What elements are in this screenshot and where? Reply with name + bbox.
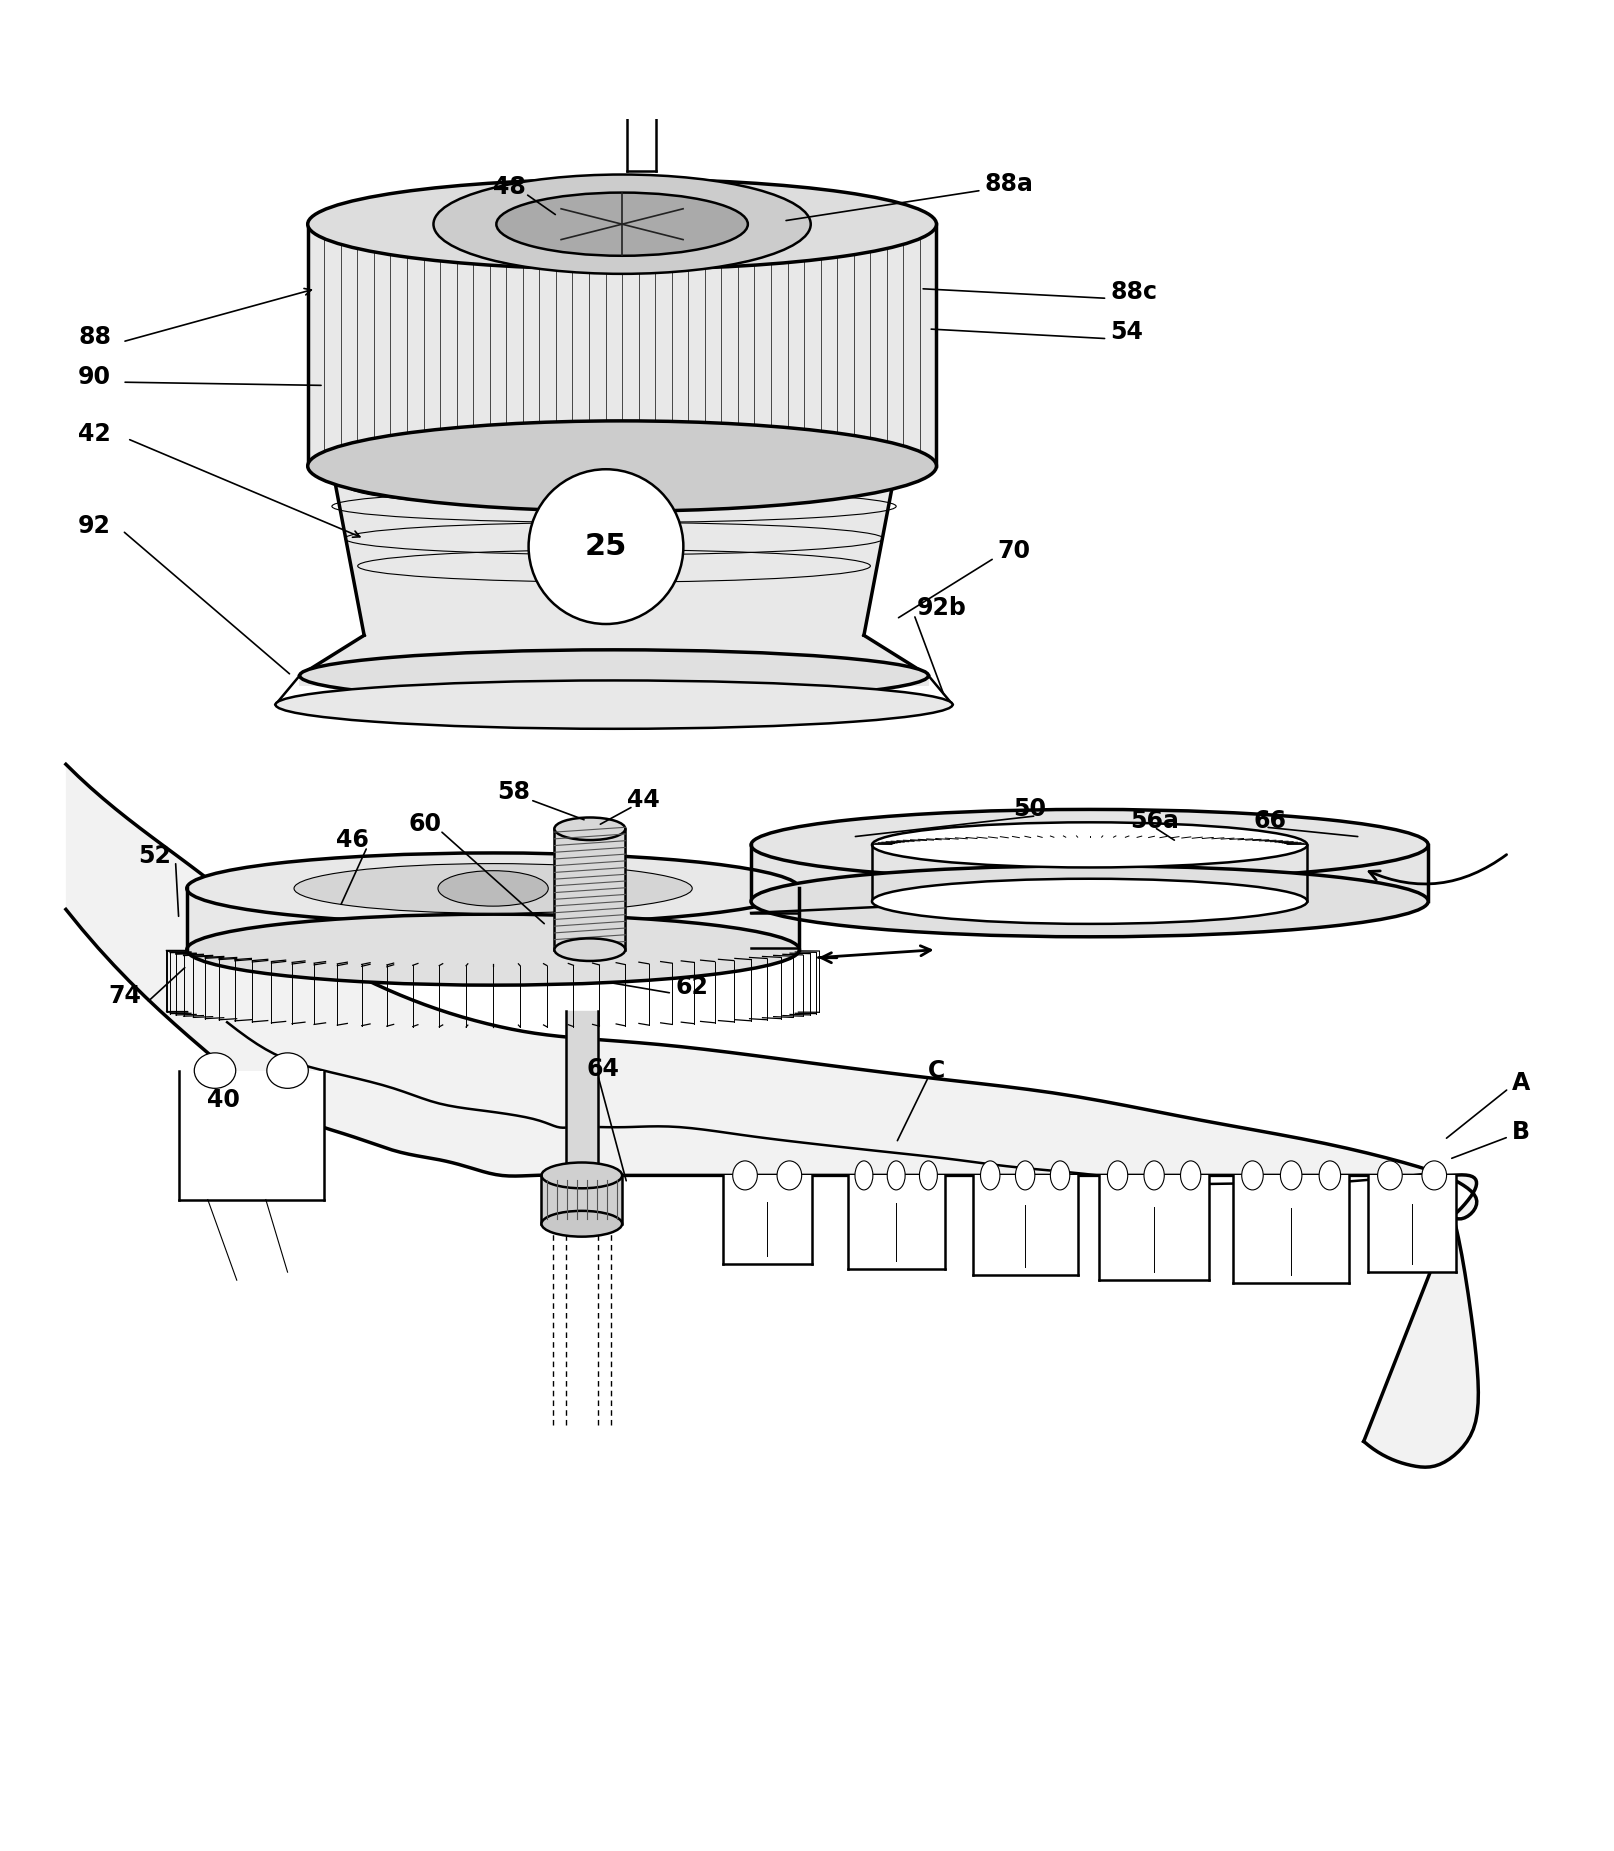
Text: 48: 48 <box>492 176 525 200</box>
Text: 46: 46 <box>336 827 370 851</box>
Text: 70: 70 <box>997 539 1030 563</box>
Ellipse shape <box>433 174 810 274</box>
Ellipse shape <box>308 180 936 270</box>
Ellipse shape <box>918 1161 936 1190</box>
Text: 58: 58 <box>497 779 531 803</box>
Text: 56a: 56a <box>1128 809 1178 833</box>
Ellipse shape <box>495 193 747 255</box>
Ellipse shape <box>437 870 547 907</box>
Ellipse shape <box>554 938 625 961</box>
Ellipse shape <box>1107 1161 1127 1190</box>
Bar <box>847 1175 944 1270</box>
Ellipse shape <box>1015 1161 1035 1190</box>
Text: 52: 52 <box>137 844 171 868</box>
Text: 66: 66 <box>1252 809 1286 833</box>
Text: 42: 42 <box>77 422 111 446</box>
Text: 54: 54 <box>1110 320 1143 344</box>
Ellipse shape <box>1319 1161 1340 1190</box>
Ellipse shape <box>332 441 896 492</box>
Polygon shape <box>300 466 928 685</box>
Text: 74: 74 <box>108 985 142 1009</box>
Ellipse shape <box>1377 1161 1401 1190</box>
Ellipse shape <box>1420 1161 1446 1190</box>
Ellipse shape <box>187 914 799 985</box>
Ellipse shape <box>872 879 1306 924</box>
Text: B: B <box>1511 1120 1528 1144</box>
Ellipse shape <box>1241 1161 1262 1190</box>
Text: 64: 64 <box>586 1057 618 1081</box>
Ellipse shape <box>554 818 625 840</box>
Ellipse shape <box>266 1053 308 1088</box>
Circle shape <box>528 470 683 624</box>
Polygon shape <box>66 764 1475 1466</box>
Ellipse shape <box>541 1211 621 1236</box>
Ellipse shape <box>854 1161 872 1190</box>
Polygon shape <box>612 68 670 109</box>
Text: 92: 92 <box>77 515 111 537</box>
Text: A: A <box>1511 1072 1530 1096</box>
Ellipse shape <box>733 1161 757 1190</box>
Ellipse shape <box>1049 1161 1068 1190</box>
Ellipse shape <box>776 1161 801 1190</box>
Bar <box>1233 1175 1348 1283</box>
Ellipse shape <box>886 1161 904 1190</box>
Bar <box>1367 1175 1456 1272</box>
Bar <box>308 224 936 466</box>
Text: 25: 25 <box>584 531 626 561</box>
Text: 88a: 88a <box>985 172 1033 196</box>
Ellipse shape <box>751 866 1427 937</box>
Ellipse shape <box>308 420 936 511</box>
Text: 92b: 92b <box>917 596 967 620</box>
Ellipse shape <box>980 1161 999 1190</box>
Ellipse shape <box>751 809 1427 881</box>
Text: 60: 60 <box>408 813 442 837</box>
Ellipse shape <box>1143 1161 1164 1190</box>
Ellipse shape <box>294 864 692 913</box>
Bar <box>972 1175 1077 1275</box>
Text: 88c: 88c <box>1110 280 1157 304</box>
Text: 62: 62 <box>675 975 707 1000</box>
Text: 44: 44 <box>626 789 659 813</box>
Ellipse shape <box>1180 1161 1201 1190</box>
Ellipse shape <box>276 681 952 729</box>
Ellipse shape <box>187 853 799 924</box>
Text: C: C <box>928 1059 944 1083</box>
Text: 50: 50 <box>1014 798 1046 822</box>
Text: 40: 40 <box>207 1088 240 1112</box>
Bar <box>1099 1175 1209 1281</box>
Text: 88: 88 <box>77 326 111 350</box>
Ellipse shape <box>872 822 1306 868</box>
Ellipse shape <box>194 1053 236 1088</box>
Ellipse shape <box>300 650 928 702</box>
Ellipse shape <box>541 1162 621 1188</box>
Text: 90: 90 <box>77 365 111 389</box>
Bar <box>723 1175 810 1264</box>
Ellipse shape <box>1280 1161 1301 1190</box>
Bar <box>179 1070 324 1199</box>
